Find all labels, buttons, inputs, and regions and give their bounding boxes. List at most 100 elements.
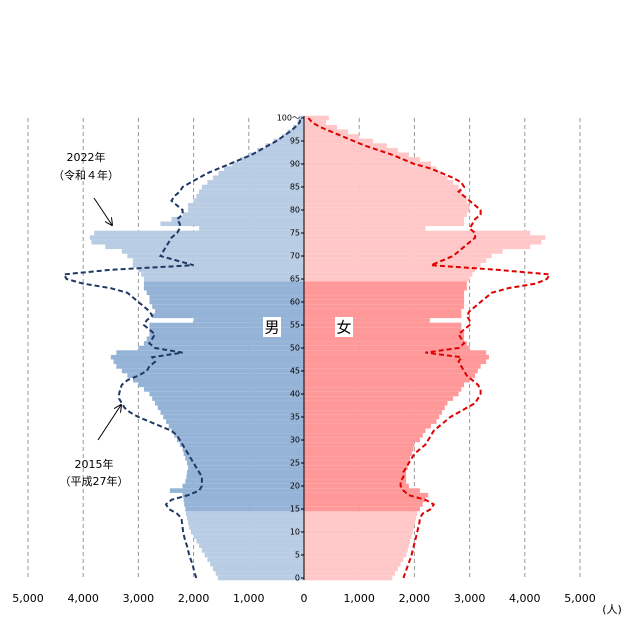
bar	[304, 382, 465, 388]
y-tick-label: 35	[290, 413, 300, 422]
bar	[304, 285, 467, 291]
bar	[304, 456, 410, 461]
bar	[304, 575, 393, 581]
sex-label: 男	[264, 319, 279, 337]
bar	[304, 469, 407, 475]
x-tick-label: 5,000	[12, 592, 44, 605]
bar	[199, 226, 304, 231]
bar	[287, 129, 304, 135]
bar	[304, 253, 492, 259]
y-tick-label: 85	[290, 183, 300, 192]
bar	[304, 308, 462, 314]
bar	[304, 170, 442, 176]
bar	[207, 557, 304, 562]
bar	[304, 345, 470, 351]
bar	[193, 534, 304, 539]
bar	[186, 515, 304, 521]
bar	[185, 456, 304, 461]
bar	[186, 474, 304, 480]
y-tick-label: 95	[290, 137, 300, 146]
bar	[304, 327, 462, 332]
y-tick-label: 25	[290, 459, 300, 468]
bar	[304, 267, 476, 273]
y-tick-label: 40	[290, 390, 300, 399]
y-tick-label: 65	[290, 275, 300, 284]
bar	[121, 249, 304, 254]
unit-label: (人)	[602, 603, 622, 616]
bar	[304, 147, 398, 153]
bar	[304, 193, 465, 199]
bar	[304, 239, 542, 245]
bar	[304, 189, 462, 194]
bar	[215, 571, 304, 576]
bar	[193, 198, 304, 204]
bar	[304, 538, 410, 544]
bar	[304, 281, 467, 286]
bar	[304, 262, 481, 268]
bar	[304, 354, 489, 360]
bar	[304, 203, 470, 208]
bar	[304, 377, 470, 383]
bar	[304, 552, 407, 558]
bar	[304, 272, 473, 277]
bar	[304, 299, 465, 305]
bar	[304, 548, 408, 553]
bar	[127, 253, 304, 259]
bar	[179, 442, 304, 447]
bar	[149, 331, 304, 337]
bar	[196, 193, 304, 199]
bar	[146, 290, 304, 296]
bar	[304, 557, 404, 562]
bar	[149, 322, 304, 328]
bar	[121, 368, 304, 374]
y-tick-label: 30	[290, 436, 300, 445]
x-tick-label: 3,000	[454, 592, 486, 605]
bar	[304, 313, 462, 319]
bar	[304, 511, 418, 516]
bar	[304, 161, 431, 167]
bar	[304, 249, 503, 254]
bar	[304, 497, 426, 503]
bar	[304, 515, 417, 521]
bar	[91, 239, 304, 245]
bar	[304, 166, 437, 171]
bar	[149, 391, 304, 397]
bar	[304, 479, 407, 484]
bar	[143, 281, 304, 286]
bar	[177, 437, 304, 443]
bar	[304, 414, 440, 420]
bar	[171, 216, 304, 222]
bar	[185, 506, 304, 512]
y-tick-label: 10	[290, 528, 300, 537]
bar	[218, 170, 304, 176]
y-tick-label: 20	[290, 482, 300, 491]
x-tick-label: 1,000	[343, 592, 375, 605]
bar	[138, 382, 304, 388]
bar	[304, 405, 445, 411]
bar	[304, 437, 420, 443]
x-tick-label: 4,000	[67, 592, 99, 605]
y-tick-label: 55	[290, 321, 300, 330]
bar	[304, 543, 409, 549]
bar	[171, 428, 304, 434]
bar	[304, 368, 478, 374]
bar	[199, 189, 304, 194]
bar	[304, 428, 426, 434]
bar	[304, 138, 373, 144]
x-tick-label: 1,000	[233, 592, 265, 605]
bar	[186, 460, 304, 466]
bar	[201, 184, 304, 190]
bar	[149, 295, 304, 300]
bar	[304, 198, 467, 204]
x-tick-label: 2,000	[178, 592, 210, 605]
bar	[89, 235, 304, 240]
bar	[141, 272, 304, 277]
bar	[157, 405, 304, 411]
bar	[304, 488, 420, 493]
bar	[304, 129, 349, 135]
bar	[149, 299, 304, 305]
bar	[185, 511, 304, 516]
bar	[116, 364, 304, 369]
bar	[138, 345, 304, 351]
